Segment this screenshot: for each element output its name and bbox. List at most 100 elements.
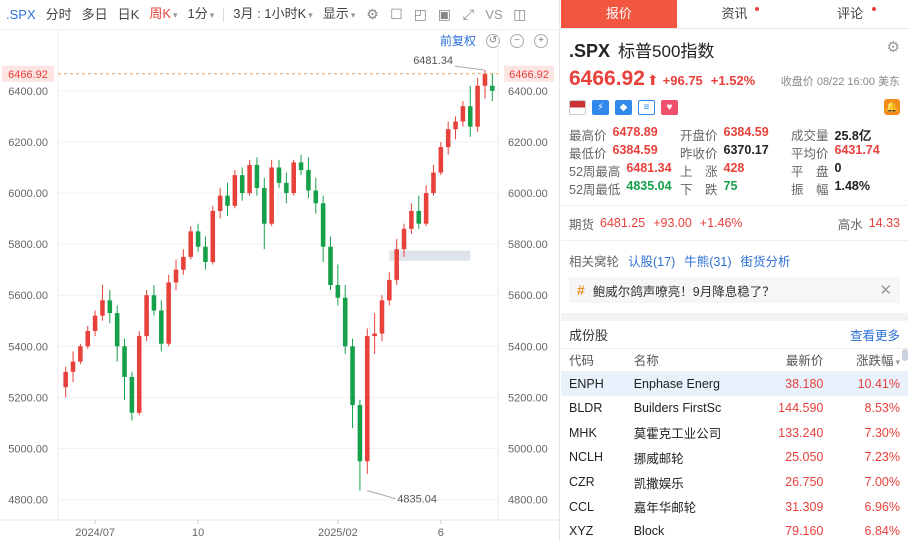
period-minute[interactable]: 1分 ▾	[187, 6, 215, 21]
heart-icon[interactable]: ♥	[661, 99, 678, 115]
candle-body[interactable]	[210, 210, 216, 263]
candle-body[interactable]	[482, 73, 488, 86]
fullscreen-icon[interactable]: ⤢	[462, 6, 474, 22]
display-menu[interactable]: 显示 ▾	[322, 6, 356, 21]
candle-body[interactable]	[136, 336, 142, 413]
table-row[interactable]: XYZ Block 79.160 6.84%	[561, 519, 908, 541]
candle-body[interactable]	[129, 376, 135, 413]
candle-body[interactable]	[357, 405, 363, 462]
candle-body[interactable]	[409, 210, 414, 229]
candle-body[interactable]	[313, 190, 319, 204]
candle-body[interactable]	[225, 195, 230, 206]
news-text[interactable]: 鲍威尔鸽声嘹亮！9月降息稳了？	[592, 284, 775, 299]
table-row[interactable]: NCLH 挪威邮轮 25.050 7.23%	[561, 445, 908, 470]
candle-body[interactable]	[453, 121, 458, 130]
bell-icon[interactable]: 🔔	[884, 99, 900, 115]
col-change[interactable]: 涨跌幅 ▾	[831, 349, 908, 372]
candle-body[interactable]	[107, 300, 113, 314]
candle-body[interactable]	[232, 175, 238, 206]
col-name[interactable]: 名称	[625, 349, 754, 372]
table-row[interactable]: BLDR Builders FirstSc 144.590 8.53%	[561, 396, 908, 421]
candle-body[interactable]	[269, 167, 274, 224]
link-cbbc[interactable]: 牛熊(31)	[684, 254, 732, 269]
close-icon[interactable]: ✕	[879, 282, 892, 299]
candle-body[interactable]	[144, 295, 149, 337]
layout-icon[interactable]: ▣	[437, 6, 451, 22]
period-multiday[interactable]: 多日	[81, 6, 108, 22]
candle-body[interactable]	[438, 147, 444, 173]
candle-body[interactable]	[320, 203, 326, 247]
candle-body[interactable]	[460, 106, 466, 122]
candle-body[interactable]	[63, 371, 68, 388]
candle-body[interactable]	[181, 256, 186, 270]
candle-body[interactable]	[291, 162, 296, 194]
news-banner[interactable]: # 鲍威尔鸽声嘹亮！9月降息稳了？ ✕	[569, 277, 900, 303]
candle-body[interactable]	[195, 231, 201, 247]
candle-body[interactable]	[247, 164, 252, 194]
table-row[interactable]: CCL 嘉年华邮轮 31.309 6.96%	[561, 494, 908, 519]
candle-body[interactable]	[114, 313, 120, 347]
adjust-mode-button[interactable]: 前复权	[440, 34, 477, 48]
candle-body[interactable]	[445, 129, 451, 148]
settings-icon[interactable]: ⚙	[366, 6, 379, 22]
candle-body[interactable]	[85, 330, 91, 347]
candle-body[interactable]	[350, 346, 355, 406]
candle-body[interactable]	[328, 246, 333, 285]
camera-icon[interactable]: ◰	[413, 6, 427, 22]
link-call-warrants[interactable]: 认股(17)	[628, 254, 676, 269]
candle-body[interactable]	[401, 228, 407, 250]
candle-body[interactable]	[284, 182, 289, 194]
candle-body[interactable]	[475, 85, 480, 127]
candle-body[interactable]	[342, 297, 348, 347]
period-weekly[interactable]: 周K ▾	[149, 6, 178, 21]
period-intraday[interactable]: 分时	[45, 6, 72, 22]
candle-body[interactable]	[372, 333, 377, 337]
candle-body[interactable]	[379, 300, 385, 334]
candle-body[interactable]	[423, 193, 429, 224]
tab-news[interactable]: 资讯	[677, 0, 793, 28]
candle-body[interactable]	[387, 279, 392, 301]
list-icon[interactable]: ≡	[638, 99, 655, 115]
lightning-icon[interactable]: ⚡	[592, 99, 609, 115]
compare-button[interactable]: VS	[485, 6, 503, 22]
candle-body[interactable]	[431, 172, 436, 194]
candle-body[interactable]	[364, 336, 370, 462]
candle-body[interactable]	[151, 295, 157, 311]
candlestick-chart[interactable]: 4800.00 4800.00 5000.00 5000.00 5200.00 5200.…	[0, 30, 559, 541]
candle-body[interactable]	[276, 167, 282, 183]
table-row[interactable]: MHK 莫霍克工业公司 133.240 7.30%	[561, 420, 908, 445]
zoom-in-icon[interactable]: +	[534, 33, 549, 48]
candle-body[interactable]	[100, 300, 105, 316]
candle-body[interactable]	[188, 231, 194, 257]
candle-body[interactable]	[78, 346, 83, 362]
candle-body[interactable]	[394, 249, 399, 280]
candle-body[interactable]	[217, 195, 223, 211]
tag-icon[interactable]: ◆	[615, 99, 632, 115]
tab-quote[interactable]: 报价	[561, 0, 677, 28]
candle-body[interactable]	[467, 106, 473, 127]
candle-body[interactable]	[166, 282, 171, 344]
candle-body[interactable]	[416, 210, 422, 224]
gear-icon[interactable]: ⚙	[886, 39, 900, 56]
candle-body[interactable]	[306, 170, 311, 191]
candle-body[interactable]	[262, 187, 267, 224]
table-row[interactable]: ENPH Enphase Energ 38.180 10.41%	[561, 371, 908, 396]
candle-body[interactable]	[70, 361, 76, 372]
candle-body[interactable]	[92, 315, 98, 331]
draw-box-icon[interactable]: ☐	[390, 6, 403, 22]
reset-icon[interactable]: ↺	[486, 33, 501, 48]
period-daily[interactable]: 日K	[117, 6, 140, 22]
candle-body[interactable]	[173, 269, 179, 283]
candle-body[interactable]	[122, 346, 127, 377]
candle-body[interactable]	[239, 175, 245, 194]
zoom-out-icon[interactable]: −	[510, 33, 525, 48]
panel-toggle-icon[interactable]: ◫	[513, 6, 527, 22]
scrollbar[interactable]	[902, 349, 908, 361]
candle-body[interactable]	[254, 164, 260, 188]
candle-body[interactable]	[203, 246, 208, 263]
link-street-analysis[interactable]: 街货分析	[740, 254, 791, 269]
col-price[interactable]: 最新价	[753, 349, 832, 372]
candle-body[interactable]	[335, 285, 341, 298]
candle-body[interactable]	[490, 85, 495, 91]
tab-comments[interactable]: 评论	[792, 0, 908, 28]
